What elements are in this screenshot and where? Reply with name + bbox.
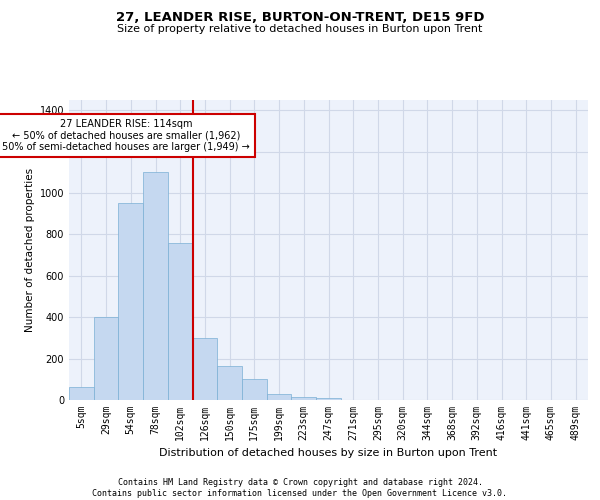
Bar	[193, 338, 217, 400]
Bar	[143, 172, 168, 400]
Bar	[316, 398, 341, 400]
Bar	[217, 366, 242, 400]
Bar	[267, 394, 292, 400]
Bar	[69, 386, 94, 400]
Bar	[168, 243, 193, 400]
Bar	[242, 380, 267, 400]
Bar	[292, 397, 316, 400]
Text: 27 LEANDER RISE: 114sqm
← 50% of detached houses are smaller (1,962)
50% of semi: 27 LEANDER RISE: 114sqm ← 50% of detache…	[2, 118, 250, 152]
Text: Contains HM Land Registry data © Crown copyright and database right 2024.
Contai: Contains HM Land Registry data © Crown c…	[92, 478, 508, 498]
Text: Size of property relative to detached houses in Burton upon Trent: Size of property relative to detached ho…	[118, 24, 482, 34]
X-axis label: Distribution of detached houses by size in Burton upon Trent: Distribution of detached houses by size …	[160, 448, 497, 458]
Y-axis label: Number of detached properties: Number of detached properties	[25, 168, 35, 332]
Bar	[118, 204, 143, 400]
Text: 27, LEANDER RISE, BURTON-ON-TRENT, DE15 9FD: 27, LEANDER RISE, BURTON-ON-TRENT, DE15 …	[116, 11, 484, 24]
Bar	[94, 317, 118, 400]
